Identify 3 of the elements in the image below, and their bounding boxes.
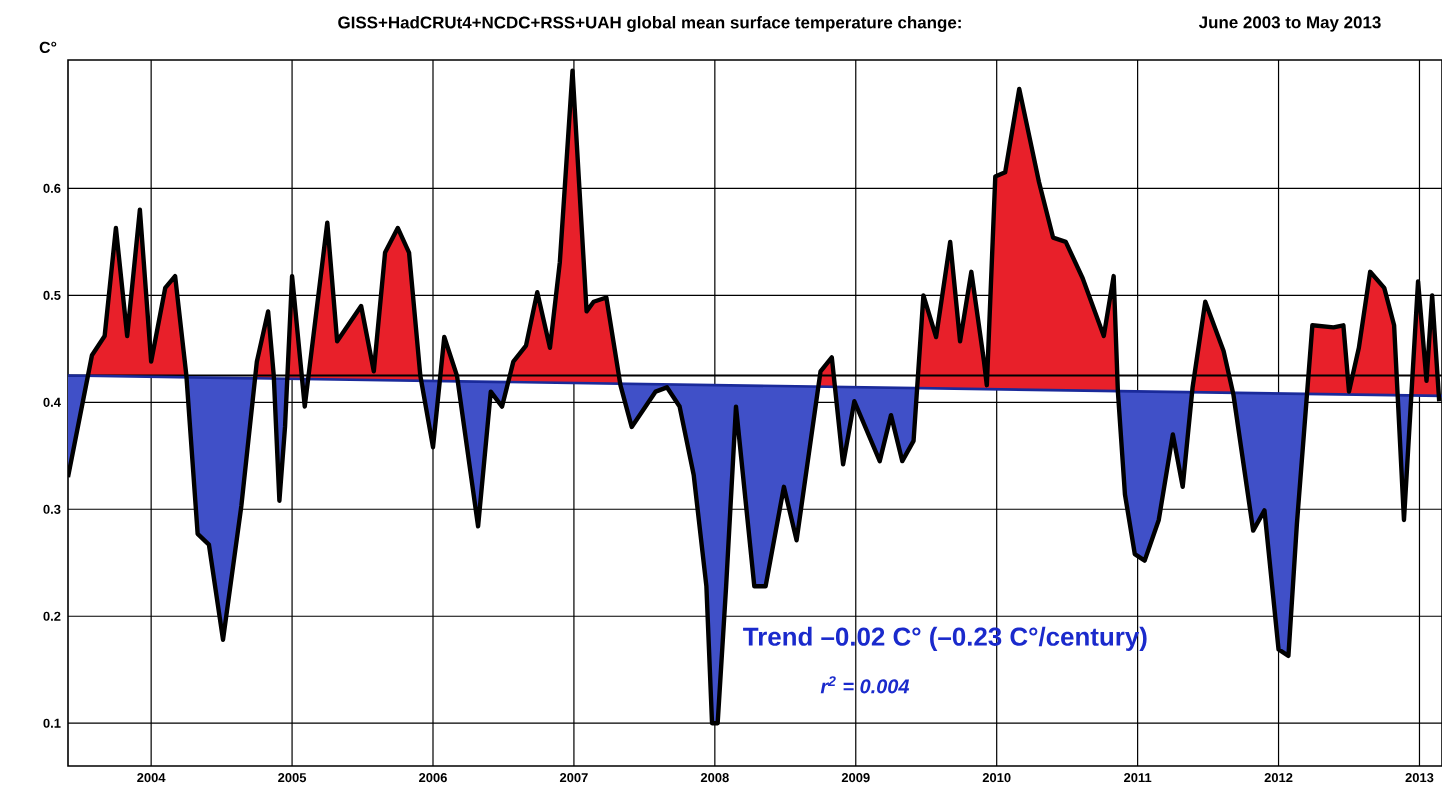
chart-subtitle: June 2003 to May 2013: [1198, 16, 1381, 32]
annotation: r$^{2}$ = 0.004: [820, 676, 910, 694]
chart-title: GISS+HadCRUt4+NCDC+RSS+UAH global mean surface temperature change:: [338, 16, 961, 32]
